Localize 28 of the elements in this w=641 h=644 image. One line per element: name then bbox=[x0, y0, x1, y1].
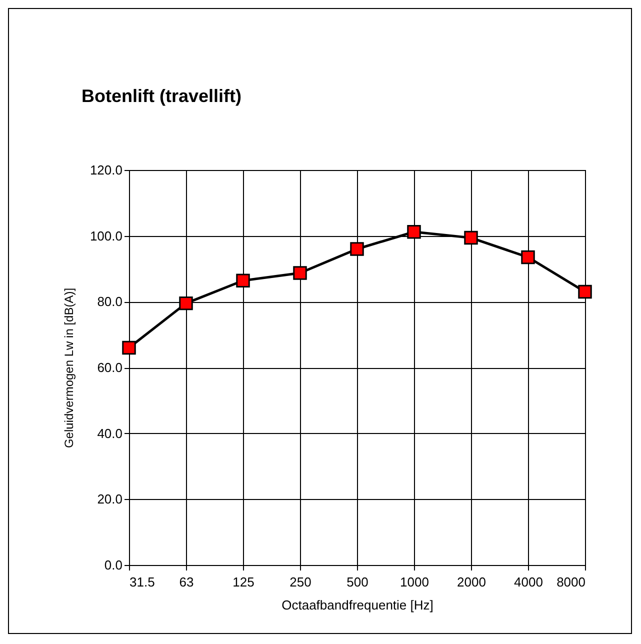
x-tick-label: 2000 bbox=[457, 574, 486, 590]
x-tick-label: 63 bbox=[179, 574, 194, 590]
x-tick-label: 8000 bbox=[556, 574, 586, 590]
x-tick-label: 500 bbox=[346, 574, 368, 590]
y-tick-label: 0.0 bbox=[104, 558, 122, 572]
y-tick-label: 80.0 bbox=[97, 294, 122, 310]
x-tick-label: 250 bbox=[290, 574, 312, 590]
point bbox=[122, 340, 136, 355]
chart-title: Botenlift (travellift) bbox=[81, 86, 242, 106]
y-tick-label: 120.0 bbox=[90, 162, 122, 178]
point bbox=[407, 225, 421, 239]
point bbox=[464, 230, 478, 245]
point bbox=[578, 284, 592, 299]
x-tick-label: 125 bbox=[232, 574, 254, 590]
x-tick-label: 31.5 bbox=[130, 574, 155, 590]
x-tick-label: 1000 bbox=[400, 574, 429, 590]
x-axis-title: Octaafbandfrequentie [Hz] bbox=[282, 598, 434, 612]
point bbox=[521, 250, 535, 264]
y-tick-label: 60.0 bbox=[97, 360, 122, 375]
y-tick-label: 40.0 bbox=[97, 426, 122, 441]
y-tick-label: 20.0 bbox=[97, 492, 122, 507]
y-axis-title: Geluidvermogen Lw in [dB(A)] bbox=[62, 288, 76, 448]
point bbox=[293, 266, 307, 280]
y-tick-label: 100.0 bbox=[90, 228, 122, 244]
point bbox=[236, 274, 250, 288]
point bbox=[350, 242, 364, 256]
point bbox=[179, 296, 193, 310]
x-tick-label: 4000 bbox=[514, 574, 543, 590]
